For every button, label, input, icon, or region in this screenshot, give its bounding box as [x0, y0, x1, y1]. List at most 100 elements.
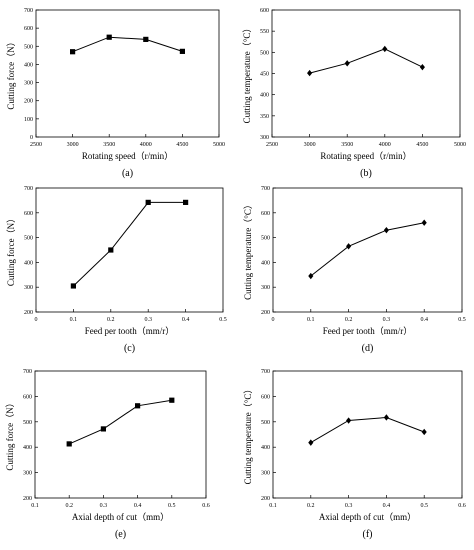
x-tick-label: 0.1 [307, 317, 315, 323]
x-axis-label: Rotating speed（r/min） [320, 151, 411, 161]
x-tick-label: 0.4 [134, 503, 142, 509]
chart-panel: 0 0.1 0.2 0.3 0.4 0.5 200 300 400 500 600 700 Feed p… [6, 186, 227, 354]
x-tick-label: 0.2 [107, 317, 115, 323]
x-axis-label: Rotating speed（r/min） [82, 151, 173, 161]
series-line [310, 222, 425, 277]
plot-frame [272, 370, 463, 499]
y-tick-label: 500 [24, 44, 33, 50]
y-tick-label: 200 [261, 310, 270, 316]
y-tick-label: 600 [260, 8, 269, 14]
y-axis-label: Cutting temperature（°C） [242, 24, 252, 124]
y-tick-label: 400 [261, 260, 270, 266]
chart-panel: 2500 3000 3500 4000 4500 5000 300 350 400 450 500 5… [242, 8, 466, 179]
y-tick-label: 200 [261, 496, 270, 502]
x-tick-label: 0.2 [307, 503, 315, 509]
y-axis-label: Cutting temperature（°C） [243, 385, 253, 485]
y-tick-label: 600 [261, 394, 270, 400]
x-tick-label: 0.2 [65, 503, 73, 509]
data-point [383, 226, 389, 234]
x-tick-label: 4000 [379, 142, 391, 148]
data-point [143, 36, 149, 42]
chart-panel: 0.1 0.2 0.3 0.4 0.5 0.6 200 300 400 500 600 700 Axia… [5, 369, 210, 540]
data-point [419, 63, 425, 71]
data-point [70, 49, 76, 55]
data-point [382, 45, 388, 53]
y-axis-label: Cutting force（N） [6, 37, 16, 109]
y-tick-label: 100 [24, 117, 33, 123]
y-tick-label: 400 [24, 260, 33, 266]
y-tick-label: 500 [24, 236, 33, 242]
y-tick-label: 500 [261, 420, 270, 426]
y-tick-label: 400 [261, 445, 270, 451]
panel-label: (f) [363, 529, 373, 540]
data-point [346, 417, 352, 424]
panel-label: (a) [122, 168, 133, 179]
data-point [169, 397, 175, 403]
data-point [106, 34, 112, 40]
y-tick-label: 700 [24, 186, 33, 192]
x-axis-label: Feed per tooth（mm/r） [323, 326, 413, 336]
y-tick-label: 400 [260, 93, 269, 99]
y-tick-label: 200 [23, 496, 32, 502]
y-axis-label: Cutting force（N） [5, 398, 15, 470]
y-tick-label: 550 [260, 29, 269, 35]
y-tick-label: 600 [23, 394, 32, 400]
y-tick-label: 300 [24, 81, 33, 87]
x-tick-label: 0.1 [31, 503, 39, 509]
x-axis-label: Axial depth of cut（mm） [319, 512, 416, 522]
x-axis-label: Feed per tooth（mm/r） [85, 326, 175, 336]
chart-panel: 0.1 0.2 0.3 0.4 0.5 0.6 200 300 400 500 600 700 Axia… [243, 369, 466, 540]
y-tick-label: 400 [24, 62, 33, 68]
y-tick-label: 500 [260, 50, 269, 56]
x-tick-label: 0.4 [182, 317, 190, 323]
plot-frame [34, 370, 207, 499]
y-tick-label: 500 [261, 236, 270, 242]
x-tick-label: 0.5 [219, 317, 227, 323]
panel-label: (d) [362, 343, 374, 354]
data-point [183, 199, 189, 205]
y-tick-label: 300 [23, 471, 32, 477]
data-point [344, 60, 350, 67]
y-tick-label: 700 [261, 369, 270, 375]
data-point [108, 247, 114, 253]
y-tick-label: 700 [261, 186, 270, 192]
data-point [100, 426, 106, 432]
x-tick-label: 0 [35, 317, 38, 323]
x-tick-label: 0.3 [383, 317, 391, 323]
x-axis-label: Axial depth of cut（mm） [72, 512, 169, 522]
data-point [421, 219, 427, 226]
data-point [135, 403, 141, 409]
x-tick-label: 0.4 [383, 503, 391, 509]
y-tick-label: 600 [24, 211, 33, 217]
y-tick-label: 200 [24, 310, 33, 316]
data-point [66, 441, 72, 447]
x-tick-label: 2500 [266, 142, 278, 148]
x-tick-label: 0.5 [420, 503, 428, 509]
plot-frame [272, 187, 463, 313]
plot-frame [271, 9, 461, 138]
x-tick-label: 0.6 [202, 503, 210, 509]
y-tick-label: 700 [24, 8, 33, 14]
x-tick-label: 0.3 [100, 503, 108, 509]
y-tick-label: 300 [260, 135, 269, 141]
y-tick-label: 300 [261, 471, 270, 477]
y-tick-label: 500 [23, 420, 32, 426]
data-point [308, 272, 314, 280]
series-line [68, 399, 172, 445]
x-tick-label: 0.5 [168, 503, 176, 509]
data-point [421, 428, 427, 436]
series-line [310, 416, 425, 444]
x-tick-label: 3000 [304, 142, 316, 148]
x-tick-label: 3500 [341, 142, 353, 148]
data-point [308, 439, 314, 446]
y-tick-label: 200 [24, 99, 33, 105]
y-axis-label: Cutting force（N） [6, 214, 16, 286]
x-tick-label: 4000 [140, 142, 152, 148]
x-tick-label: 0.3 [144, 317, 152, 323]
y-tick-label: 600 [261, 211, 270, 217]
panel-label: (e) [115, 529, 126, 540]
data-point [179, 48, 185, 54]
data-point [145, 199, 151, 205]
x-tick-label: 0.5 [458, 317, 466, 323]
data-point [307, 69, 313, 77]
